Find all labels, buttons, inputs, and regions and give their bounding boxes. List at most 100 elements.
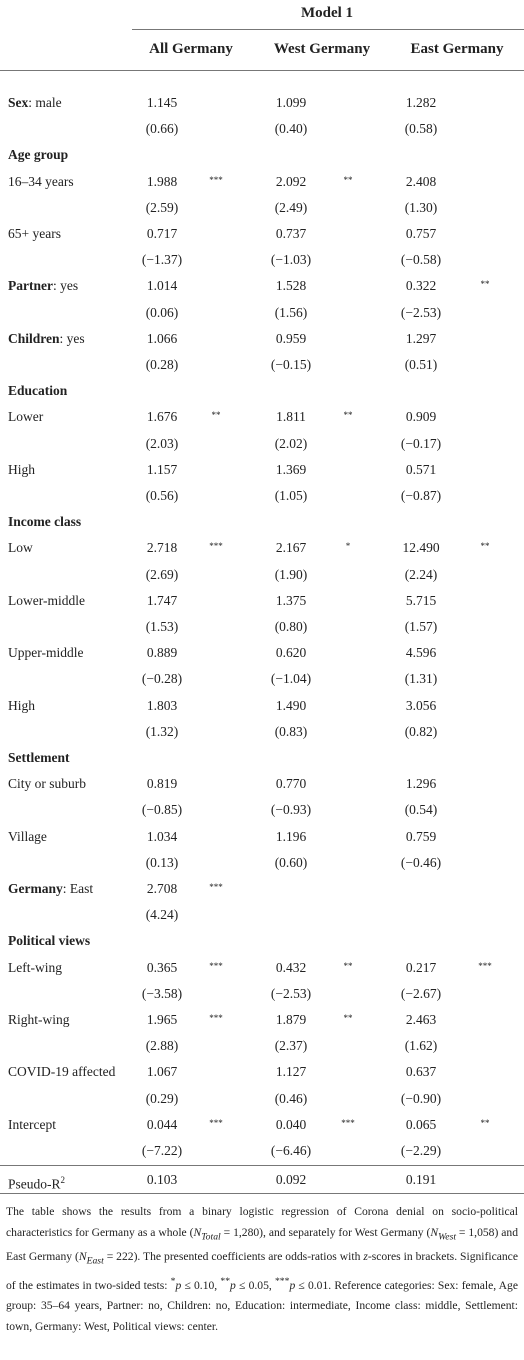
z-score: (0.56) (145, 488, 179, 503)
note-text: *** (274, 1276, 290, 1288)
significance-stars: * (345, 541, 351, 552)
row-label-text: Left-wing (8, 959, 62, 975)
column-header: East Germany (410, 41, 504, 57)
row-label: High (8, 462, 35, 478)
note-text: p (175, 1278, 182, 1292)
section-label: Income class (8, 514, 82, 530)
z-score: (1.30) (404, 199, 438, 215)
z-score: (1.53) (145, 619, 179, 634)
row-label-text: Intercept (8, 1116, 56, 1132)
z-score: (1.62) (404, 1038, 438, 1054)
z-score: (0.80) (274, 619, 308, 634)
row-label: Left-wing (8, 960, 62, 976)
row-label: Right-wing (8, 1012, 70, 1028)
z-score: (1.31) (404, 671, 438, 687)
z-score: (2.59) (145, 199, 179, 215)
row-label: City or suburb (8, 776, 86, 792)
significance-stars: *** (209, 1013, 223, 1023)
coefficient: 4.596 (405, 645, 437, 661)
z-score: (1.32) (145, 723, 179, 739)
note-text: = 1,280), and separately for West German… (220, 1225, 431, 1239)
row-label: COVID-19 affected (8, 1064, 115, 1080)
z-score: (2.69) (145, 566, 179, 582)
section-label: Education (8, 383, 68, 399)
significance-stars: ** (343, 1013, 353, 1023)
note-text: ≤ 0.10, (181, 1278, 221, 1292)
row-label-text: Right-wing (8, 1012, 70, 1027)
z-score: (−0.15) (270, 357, 312, 372)
coefficient: 5.715 (405, 592, 437, 608)
coefficient: 0.757 (405, 226, 437, 241)
row-label-text: Lower (8, 409, 44, 425)
z-score: (1.57) (404, 619, 438, 634)
note-text: p (289, 1278, 296, 1292)
coefficient: 0.737 (275, 226, 307, 241)
z-score: (−0.87) (400, 488, 442, 503)
row-label: Low (8, 540, 33, 556)
row-label-text: : East (62, 881, 94, 896)
row-label: Pseudo-R2 (8, 1172, 65, 1193)
z-score: (0.46) (274, 1090, 308, 1106)
z-score: (0.66) (145, 121, 179, 137)
rule (0, 1165, 524, 1166)
column-header: All Germany (149, 41, 233, 57)
coefficient: 0.432 (275, 959, 307, 975)
note-text: West (438, 1230, 457, 1242)
coefficient: 1.099 (275, 95, 307, 110)
z-score: (2.49) (274, 199, 308, 215)
row-label-bold: Germany (8, 881, 63, 896)
z-score: (−0.46) (400, 854, 442, 870)
note-text: East (86, 1255, 104, 1267)
z-score: (0.06) (145, 304, 179, 320)
rule (0, 1193, 524, 1194)
coefficient: 1.369 (275, 461, 307, 477)
z-score: (0.40) (274, 121, 308, 137)
coefficient: 2.463 (405, 1012, 437, 1027)
row-label-sup: 2 (60, 1175, 66, 1185)
coefficient: 0.717 (146, 226, 178, 241)
row-label-text: Upper-middle (8, 645, 84, 661)
coefficient: 1.127 (275, 1064, 307, 1080)
coefficient: 1.157 (146, 461, 178, 477)
coefficient: 0.819 (146, 776, 178, 792)
z-score: (−1.04) (270, 671, 312, 687)
significance-stars: *** (209, 960, 223, 971)
coefficient: 2.718 (146, 540, 178, 556)
coefficient: 1.803 (146, 697, 178, 713)
coefficient: 1.747 (146, 592, 178, 608)
z-score: (−0.93) (270, 802, 312, 818)
z-score: (−0.17) (400, 435, 442, 451)
significance-stars: *** (209, 882, 223, 892)
note-text: N (430, 1225, 439, 1239)
z-score: (−2.67) (400, 985, 442, 1001)
z-score: (2.88) (145, 1038, 179, 1054)
z-score: (−1.37) (141, 252, 183, 268)
significance-stars: ** (343, 410, 353, 421)
note-text: Total (201, 1230, 221, 1242)
coefficient: 0.065 (405, 1116, 437, 1132)
z-score: (0.28) (145, 357, 179, 372)
row-label: Village (8, 829, 47, 845)
model-title: Model 1 (300, 5, 354, 21)
coefficient: 0.040 (275, 1116, 307, 1132)
note-text: -scores in brackets. Significance of the… (6, 1250, 518, 1292)
row-label-text: City or suburb (8, 776, 87, 792)
coefficient: 2.092 (275, 173, 307, 189)
coefficient: 1.375 (275, 592, 307, 608)
row-label-bold: Sex (8, 95, 29, 110)
coefficient: 1.965 (146, 1012, 178, 1027)
coefficient: 1.297 (405, 330, 437, 346)
coefficient: 2.408 (405, 173, 437, 189)
row-label: Intercept (8, 1117, 56, 1133)
coefficient: 0.759 (405, 828, 437, 844)
row-label-text: 65+ years (8, 226, 61, 241)
rule (132, 29, 524, 30)
row-label-text: 16–34 years (8, 173, 74, 189)
row-label-text: : yes (52, 278, 79, 294)
coefficient: 1.196 (275, 828, 307, 844)
coefficient: 0.191 (405, 1172, 437, 1187)
coefficient: 0.637 (405, 1064, 437, 1080)
coefficient: 1.676 (146, 409, 178, 425)
coefficient: 1.490 (275, 697, 307, 713)
